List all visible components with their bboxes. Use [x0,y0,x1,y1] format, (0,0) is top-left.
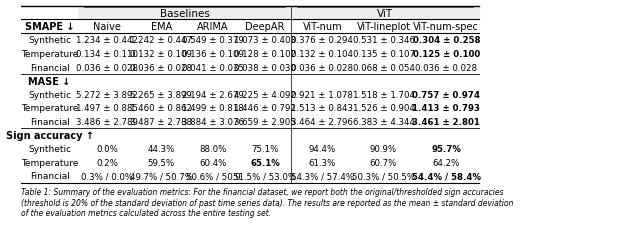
Text: 60.4%: 60.4% [199,158,227,167]
Text: ViT-lineplot: ViT-lineplot [356,22,411,32]
Text: 0.132 ± 0.109: 0.132 ± 0.109 [131,50,192,59]
Text: 90.9%: 90.9% [370,144,397,153]
Text: 50.6% / 50.9: 50.6% / 50.9 [186,171,241,180]
Text: 5.265 ± 3.899: 5.265 ± 3.899 [131,90,192,99]
Text: 59.5%: 59.5% [148,158,175,167]
Text: 1.446 ± 0.792: 1.446 ± 0.792 [234,104,296,113]
Text: 0.036 ± 0.028: 0.036 ± 0.028 [291,63,353,72]
Text: 1.242 ± 0.447: 1.242 ± 0.447 [131,36,193,45]
Text: 60.7%: 60.7% [370,158,397,167]
Text: 3.884 ± 3.076: 3.884 ± 3.076 [182,117,244,126]
Text: SMAPE ↓: SMAPE ↓ [25,22,74,32]
Text: 5.272 ± 3.892: 5.272 ± 3.892 [76,90,138,99]
Text: 3.464 ± 2.796: 3.464 ± 2.796 [291,117,353,126]
Text: 0.038 ± 0.030: 0.038 ± 0.030 [234,63,296,72]
Text: ViT-num-spec: ViT-num-spec [413,22,479,32]
Text: Temperature: Temperature [21,104,78,113]
Text: Synthetic: Synthetic [28,36,71,45]
Text: 1.073 ± 0.403: 1.073 ± 0.403 [234,36,296,45]
Text: 2.194 ± 2.679: 2.194 ± 2.679 [182,90,244,99]
Text: Financial: Financial [29,117,70,126]
Text: 1.413 ± 0.793: 1.413 ± 0.793 [412,104,480,113]
Text: 88.0%: 88.0% [199,144,227,153]
Text: Temperature: Temperature [21,50,78,59]
Text: Sign accuracy ↑: Sign accuracy ↑ [6,130,93,140]
Text: 61.3%: 61.3% [308,158,336,167]
Text: Naive: Naive [93,22,121,32]
Text: 0.3% / 0.0%: 0.3% / 0.0% [81,171,133,180]
Text: 0.549 ± 0.379: 0.549 ± 0.379 [182,36,244,45]
Text: 0.135 ± 0.107: 0.135 ± 0.107 [353,50,415,59]
Text: 0.128 ± 0.102: 0.128 ± 0.102 [234,50,296,59]
Bar [291,7,479,20]
Text: 1.513 ± 0.843: 1.513 ± 0.843 [291,104,353,113]
Text: 1.234 ± 0.442: 1.234 ± 0.442 [76,36,138,45]
Bar [78,7,291,20]
Text: 0.068 ± 0.054: 0.068 ± 0.054 [353,63,415,72]
Text: 0.041 ± 0.035: 0.041 ± 0.035 [182,63,244,72]
Text: 65.1%: 65.1% [250,158,280,167]
Text: 95.7%: 95.7% [431,144,461,153]
Text: 3.461 ± 2.801: 3.461 ± 2.801 [412,117,480,126]
Text: 54.3% / 57.4%: 54.3% / 57.4% [291,171,354,180]
Text: 0.132 ± 0.104: 0.132 ± 0.104 [291,50,353,59]
Text: 6.383 ± 4.344: 6.383 ± 4.344 [353,117,415,126]
Text: 0.125 ± 0.100: 0.125 ± 0.100 [413,50,480,59]
Text: ARIMA: ARIMA [197,22,228,32]
Text: Temperature: Temperature [21,158,78,167]
Text: 0.757 ± 0.974: 0.757 ± 0.974 [412,90,480,99]
Text: 51.5% / 53.0%: 51.5% / 53.0% [234,171,296,180]
Text: Baselines: Baselines [159,9,209,19]
Text: 64.2%: 64.2% [433,158,460,167]
Text: 0.036 ± 0.028: 0.036 ± 0.028 [415,63,477,72]
Text: 0.134 ± 0.110: 0.134 ± 0.110 [76,50,138,59]
Text: 4.225 ± 4.092: 4.225 ± 4.092 [234,90,296,99]
Text: 3.487 ± 2.788: 3.487 ± 2.788 [131,117,193,126]
Text: 0.0%: 0.0% [96,144,118,153]
Text: Financial: Financial [29,171,70,180]
Text: 44.3%: 44.3% [148,144,175,153]
Text: EMA: EMA [151,22,172,32]
Text: 0.036 ± 0.028: 0.036 ± 0.028 [76,63,138,72]
Text: 0.304 ± 0.258: 0.304 ± 0.258 [413,36,480,45]
Text: Synthetic: Synthetic [28,144,71,153]
Text: 1.499 ± 0.818: 1.499 ± 0.818 [182,104,244,113]
Text: 0.036 ± 0.028: 0.036 ± 0.028 [131,63,193,72]
Text: 54.4% / 58.4%: 54.4% / 58.4% [412,171,481,180]
Text: 0.921 ± 1.078: 0.921 ± 1.078 [291,90,353,99]
Text: 1.526 ± 0.904: 1.526 ± 0.904 [353,104,415,113]
Text: 75.1%: 75.1% [252,144,278,153]
Text: 1.497 ± 0.885: 1.497 ± 0.885 [76,104,138,113]
Text: 0.136 ± 0.109: 0.136 ± 0.109 [182,50,244,59]
Text: MASE ↓: MASE ↓ [28,76,71,86]
Text: 0.531 ± 0.346: 0.531 ± 0.346 [353,36,415,45]
Text: 3.659 ± 2.905: 3.659 ± 2.905 [234,117,296,126]
Text: 1.518 ± 1.704: 1.518 ± 1.704 [353,90,415,99]
Text: Table 1: Summary of the evaluation metrics: For the financial dataset, we report: Table 1: Summary of the evaluation metri… [21,187,513,217]
Text: Financial: Financial [29,63,70,72]
Text: 3.486 ± 2.789: 3.486 ± 2.789 [76,117,138,126]
Text: 0.2%: 0.2% [96,158,118,167]
Text: 94.4%: 94.4% [308,144,336,153]
Text: Synthetic: Synthetic [28,90,71,99]
Text: ViT-num: ViT-num [303,22,342,32]
Text: ViT: ViT [377,9,393,19]
Text: 50.3% / 50.5%: 50.3% / 50.5% [352,171,415,180]
Text: 1.460 ± 0.862: 1.460 ± 0.862 [131,104,193,113]
Text: DeepAR: DeepAR [245,22,285,32]
Text: 0.376 ± 0.294: 0.376 ± 0.294 [291,36,353,45]
Text: 49.7% / 50.7%: 49.7% / 50.7% [130,171,193,180]
